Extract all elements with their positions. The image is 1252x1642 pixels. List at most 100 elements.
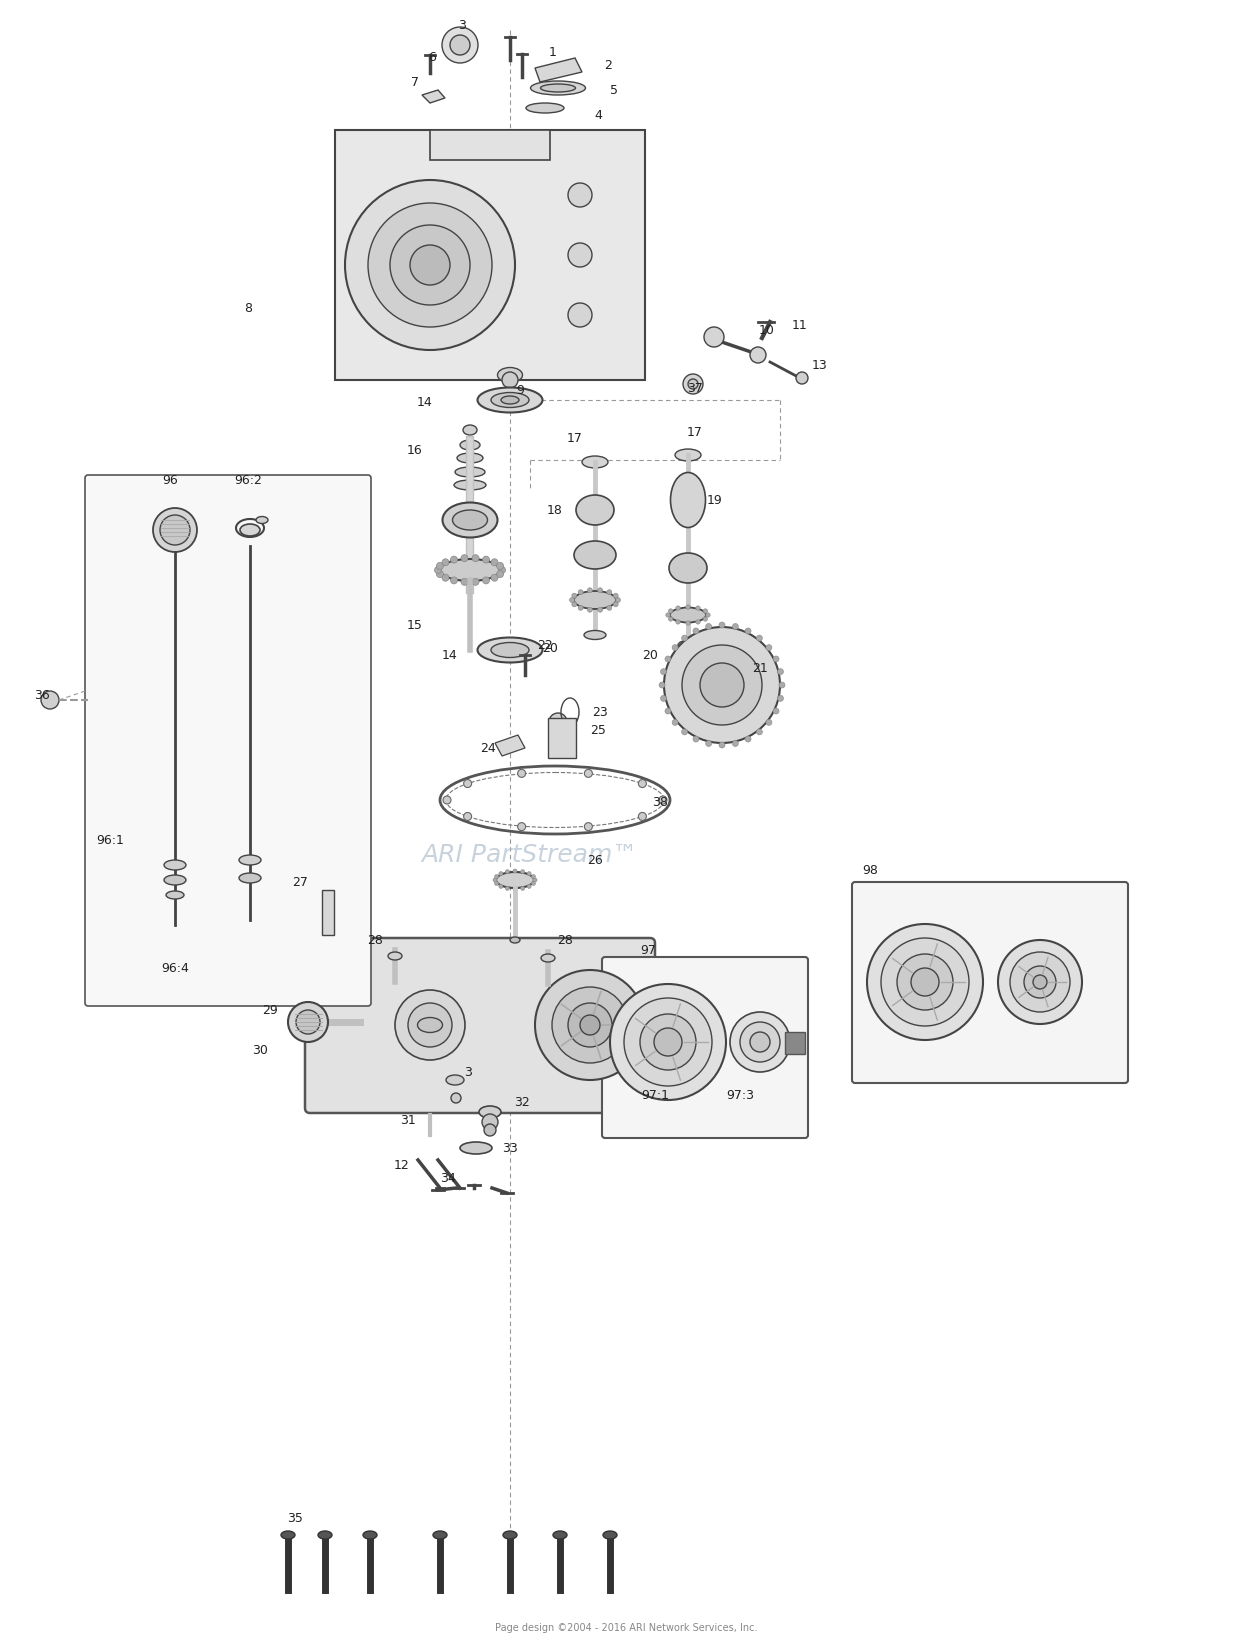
Polygon shape [495, 736, 525, 755]
Text: 3: 3 [458, 18, 466, 31]
Ellipse shape [463, 425, 477, 435]
Circle shape [368, 204, 492, 327]
Circle shape [1033, 975, 1047, 988]
Circle shape [639, 813, 646, 821]
Circle shape [485, 1125, 496, 1136]
Circle shape [513, 869, 517, 874]
Circle shape [669, 617, 672, 621]
Circle shape [570, 598, 575, 603]
Circle shape [664, 627, 780, 742]
Ellipse shape [491, 392, 530, 407]
Circle shape [578, 589, 583, 594]
Circle shape [451, 1094, 461, 1103]
Circle shape [1024, 965, 1055, 998]
Circle shape [732, 741, 739, 747]
Text: 3: 3 [464, 1066, 472, 1079]
Circle shape [451, 557, 457, 563]
Circle shape [437, 563, 443, 570]
Text: 18: 18 [547, 504, 563, 517]
Ellipse shape [582, 456, 608, 468]
Circle shape [730, 1011, 790, 1072]
Ellipse shape [480, 1107, 501, 1118]
Text: 25: 25 [590, 724, 606, 737]
Ellipse shape [318, 1530, 332, 1539]
Circle shape [552, 987, 629, 1062]
Circle shape [696, 606, 700, 611]
Ellipse shape [459, 1141, 492, 1154]
Ellipse shape [541, 954, 555, 962]
Circle shape [740, 1021, 780, 1062]
Circle shape [472, 555, 480, 562]
Ellipse shape [457, 453, 483, 463]
Ellipse shape [239, 874, 260, 883]
Circle shape [665, 708, 671, 714]
Text: 31: 31 [401, 1113, 416, 1126]
Circle shape [654, 1028, 682, 1056]
Circle shape [896, 954, 953, 1010]
Ellipse shape [679, 640, 699, 650]
Text: 96:2: 96:2 [234, 473, 262, 486]
Circle shape [692, 736, 699, 742]
Circle shape [497, 571, 503, 578]
Circle shape [585, 823, 592, 831]
Circle shape [704, 617, 707, 621]
Ellipse shape [280, 1530, 295, 1539]
Circle shape [442, 26, 478, 62]
Circle shape [461, 555, 468, 562]
Circle shape [442, 575, 449, 581]
Circle shape [686, 621, 690, 626]
Ellipse shape [239, 855, 260, 865]
Text: 97: 97 [640, 944, 656, 957]
Bar [322, 890, 334, 934]
Circle shape [745, 736, 751, 742]
Ellipse shape [363, 1530, 377, 1539]
Text: 28: 28 [367, 934, 383, 946]
Circle shape [532, 882, 536, 885]
Circle shape [498, 885, 503, 888]
Text: 96: 96 [162, 473, 178, 486]
Circle shape [689, 379, 699, 389]
Circle shape [533, 878, 537, 882]
Circle shape [521, 887, 525, 890]
FancyBboxPatch shape [85, 475, 371, 1007]
Ellipse shape [167, 892, 184, 900]
Text: 5: 5 [610, 84, 618, 97]
Text: 14: 14 [417, 396, 433, 409]
Circle shape [572, 603, 577, 608]
Ellipse shape [496, 872, 535, 888]
Ellipse shape [459, 440, 480, 450]
Ellipse shape [526, 103, 563, 113]
Text: 17: 17 [567, 432, 583, 445]
Ellipse shape [454, 479, 486, 489]
Ellipse shape [531, 80, 586, 95]
Circle shape [587, 588, 592, 593]
Circle shape [692, 627, 699, 634]
FancyBboxPatch shape [853, 882, 1128, 1084]
Ellipse shape [164, 875, 187, 885]
Circle shape [527, 885, 531, 888]
Circle shape [482, 1113, 498, 1130]
Circle shape [1010, 952, 1070, 1011]
Ellipse shape [442, 502, 497, 537]
Text: 14: 14 [442, 649, 458, 662]
Circle shape [463, 780, 472, 788]
Text: 19: 19 [707, 494, 722, 506]
Circle shape [527, 872, 531, 875]
Circle shape [779, 681, 785, 688]
Text: 37: 37 [687, 381, 702, 394]
Circle shape [409, 245, 449, 286]
Circle shape [498, 566, 506, 573]
Ellipse shape [439, 558, 500, 581]
Circle shape [346, 181, 515, 350]
Circle shape [750, 1033, 770, 1053]
Circle shape [866, 924, 983, 1039]
Circle shape [659, 681, 665, 688]
Text: 22: 22 [537, 639, 553, 652]
Circle shape [434, 566, 442, 573]
Circle shape [442, 558, 449, 566]
Circle shape [704, 327, 724, 346]
Text: 17: 17 [687, 425, 702, 438]
Circle shape [506, 887, 510, 890]
Circle shape [732, 624, 739, 629]
Circle shape [676, 606, 680, 611]
